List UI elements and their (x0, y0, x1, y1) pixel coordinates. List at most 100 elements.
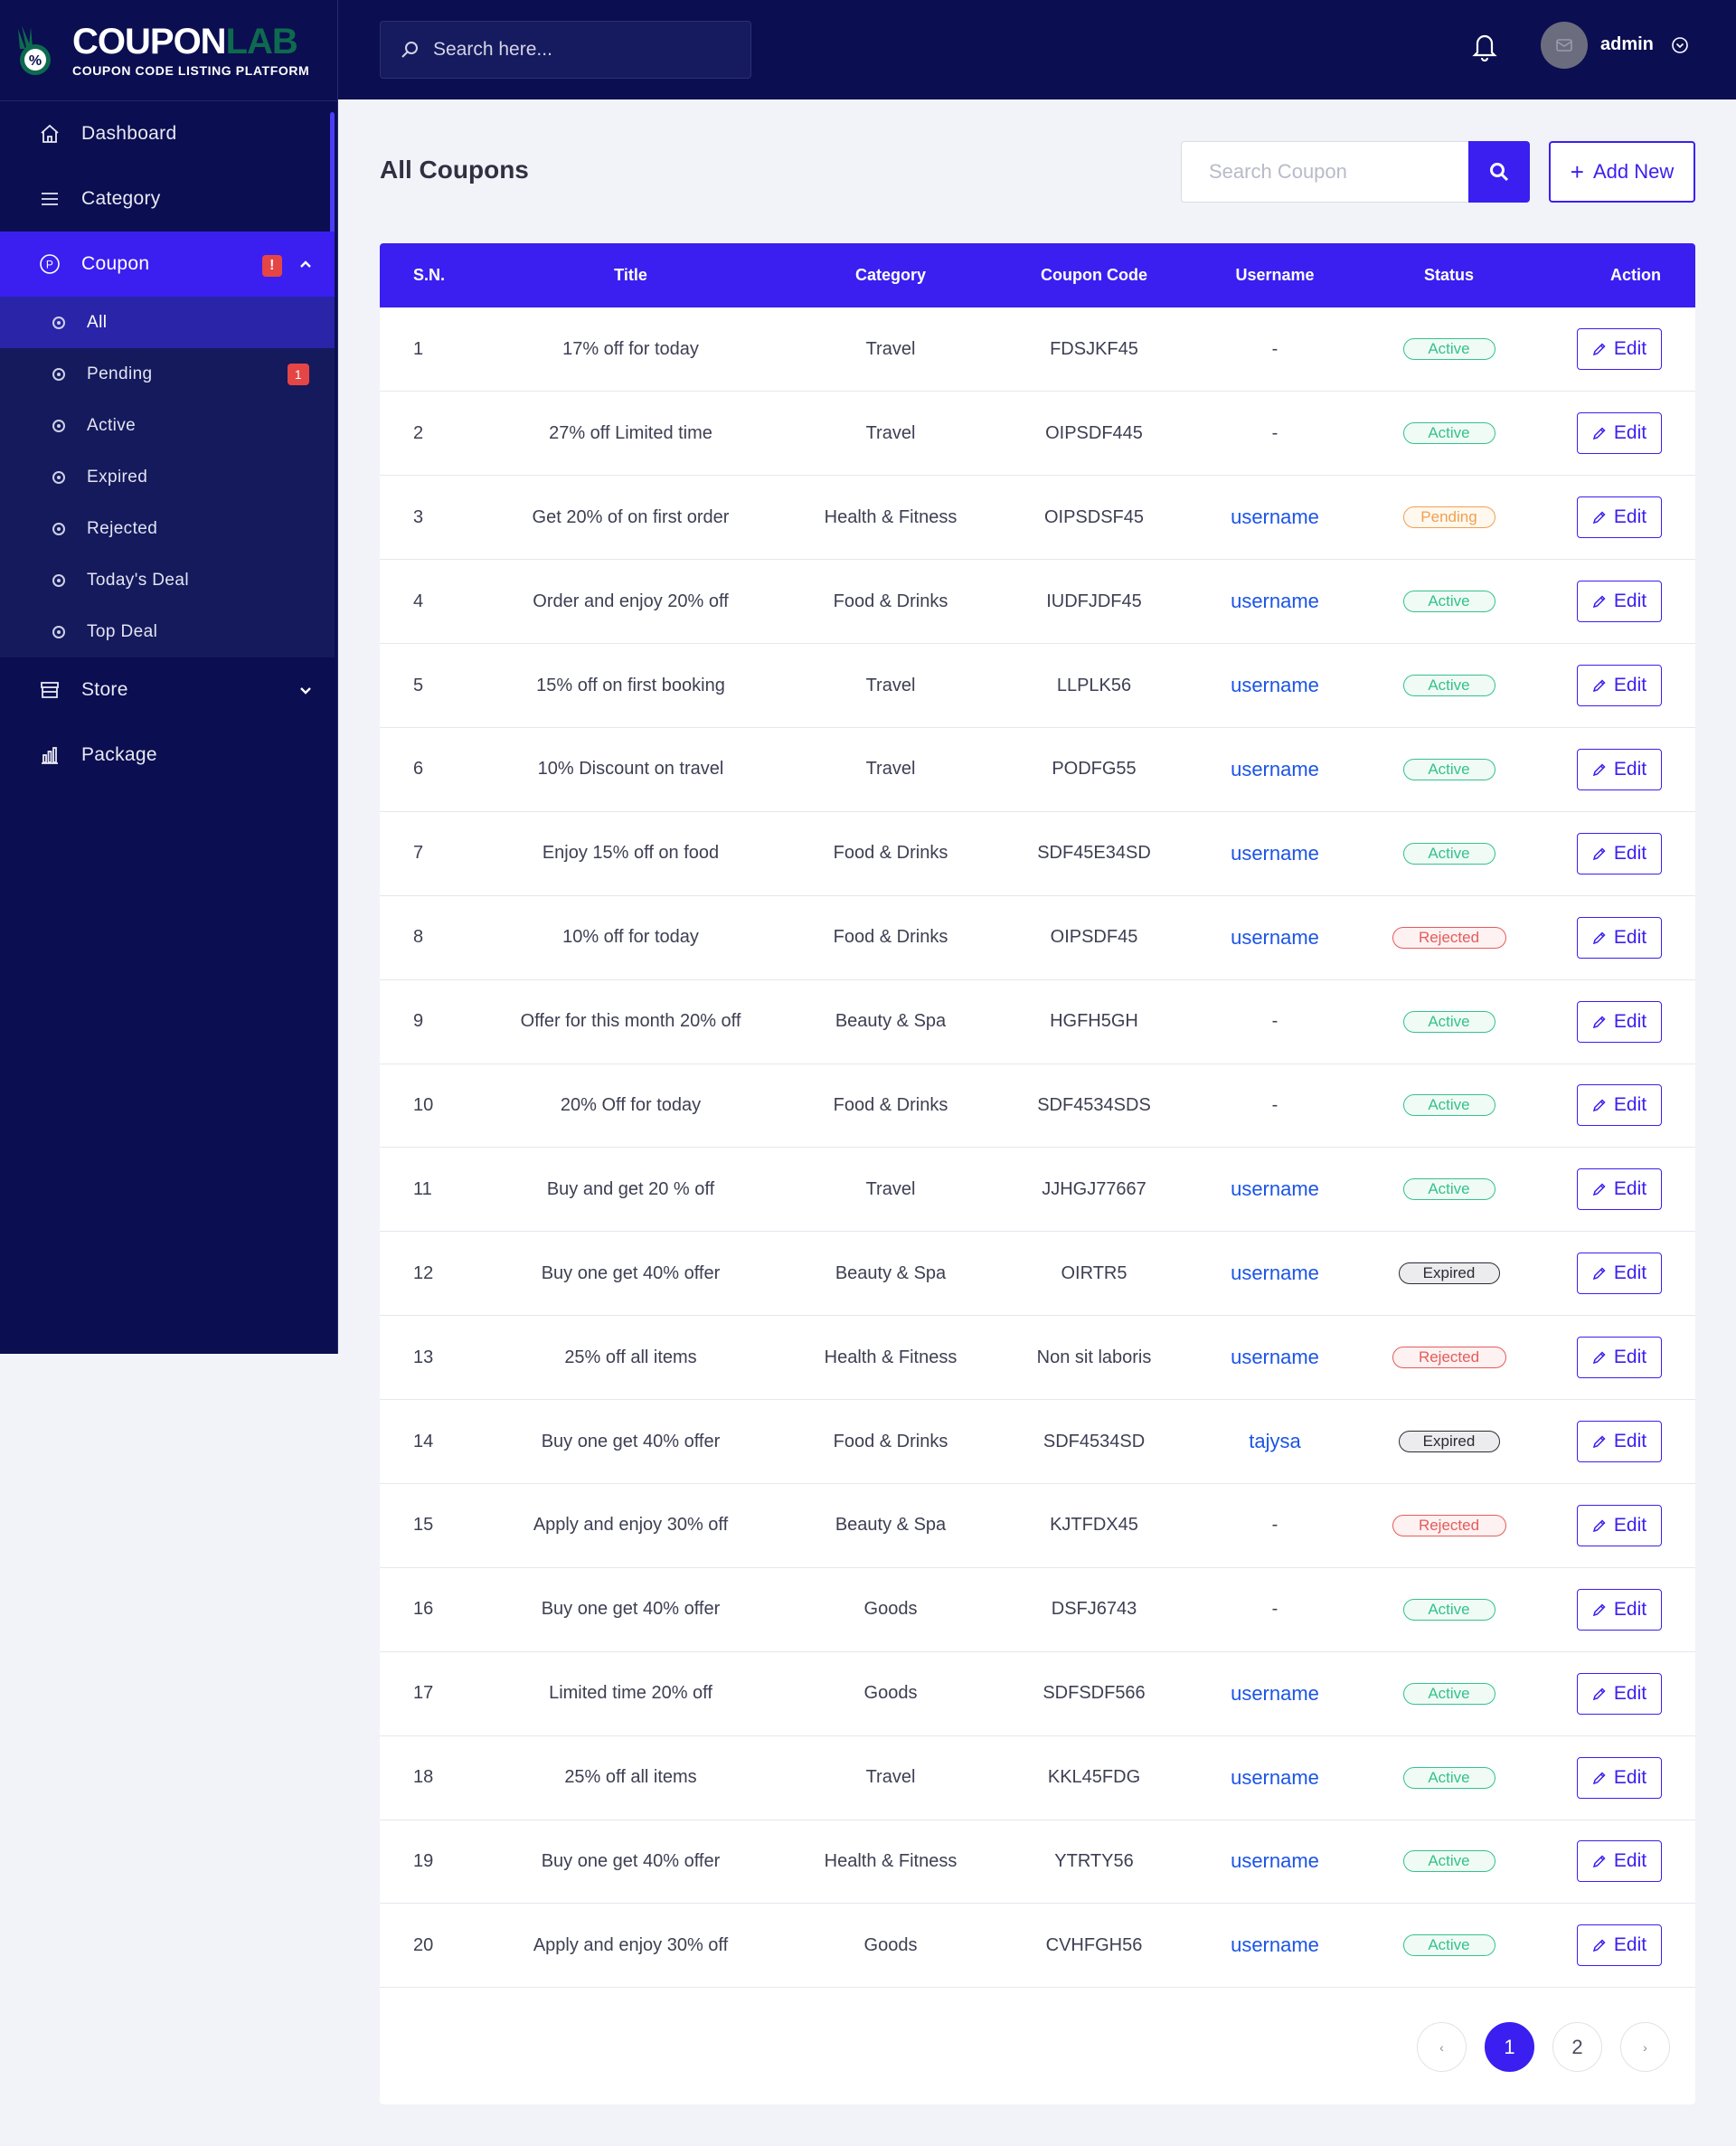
page-2-button[interactable]: 2 (1552, 2022, 1602, 2072)
edit-button[interactable]: Edit (1577, 1672, 1662, 1715)
cell-action: Edit (1537, 1148, 1695, 1232)
sidebar-subitem-expired[interactable]: Expired (0, 451, 335, 503)
column-header[interactable]: Status (1423, 266, 1474, 284)
sidebar-subitem-todays-deal[interactable]: Today's Deal (0, 554, 335, 606)
cell-status: Active (1361, 1820, 1537, 1904)
circle-dot-icon (52, 470, 65, 484)
edit-label: Edit (1613, 1431, 1647, 1452)
sidebar-item-package[interactable]: Package (0, 723, 335, 788)
chevron-down-icon[interactable] (298, 681, 313, 695)
circle-dot-icon (52, 573, 65, 587)
sidebar-subitem-top-deal[interactable]: Top Deal (0, 606, 335, 657)
sidebar-item-coupon[interactable]: P Coupon ! (0, 232, 335, 297)
cell-username[interactable]: username (1231, 925, 1319, 949)
next-page-button[interactable]: › (1620, 2022, 1670, 2072)
table-row: 11 Buy and get 20 % off Travel JJHGJ77667 us… (380, 1148, 1695, 1232)
edit-button[interactable]: Edit (1577, 665, 1662, 706)
column-header[interactable]: Category (854, 266, 927, 284)
cell-username[interactable]: username (1231, 1765, 1319, 1789)
column-header[interactable]: S.N. (413, 266, 446, 284)
sidebar-subitem-all[interactable]: All (0, 297, 335, 348)
global-search-input[interactable] (433, 39, 722, 61)
status-badge: Active (1402, 1850, 1495, 1873)
user-name[interactable]: admin (1600, 34, 1654, 54)
global-search[interactable] (380, 21, 751, 79)
sidebar-subitem-pending[interactable]: Pending 1 (0, 348, 335, 400)
edit-button[interactable]: Edit (1577, 328, 1662, 371)
column-header[interactable]: Coupon Code (1041, 266, 1147, 284)
bell-icon[interactable] (1470, 31, 1499, 62)
cell-username[interactable]: username (1231, 674, 1319, 696)
cell-username[interactable]: username (1231, 1933, 1319, 1957)
cell-sn: 17 (413, 1683, 434, 1704)
edit-button[interactable]: Edit (1577, 1253, 1662, 1295)
edit-button[interactable]: Edit (1577, 1504, 1662, 1546)
cell-sn: 11 (413, 1178, 432, 1199)
cell-sn: 18 (413, 1767, 434, 1788)
sidebar-subitem-active[interactable]: Active (0, 400, 335, 451)
cell-sn: 19 (413, 1850, 434, 1871)
edit-button[interactable]: Edit (1577, 1421, 1662, 1463)
cell-username[interactable]: tajysa (1249, 1430, 1301, 1453)
edit-button[interactable]: Edit (1577, 1337, 1662, 1379)
chevron-up-icon[interactable] (298, 255, 313, 269)
cell-username[interactable]: username (1231, 590, 1319, 613)
cell-sn: 10 (413, 1094, 434, 1115)
cell-username[interactable]: username (1231, 1681, 1319, 1705)
column-header[interactable]: Title (614, 266, 647, 284)
coupon-search-input[interactable] (1181, 141, 1470, 203)
cell-username[interactable]: username (1231, 1177, 1319, 1201)
edit-button[interactable]: Edit (1577, 581, 1662, 623)
edit-button[interactable]: Edit (1577, 1840, 1662, 1883)
cell-username[interactable]: username (1231, 1346, 1319, 1369)
edit-button[interactable]: Edit (1577, 748, 1662, 790)
cell-username[interactable]: username (1231, 506, 1319, 529)
page-1-button[interactable]: 1 (1485, 2022, 1534, 2072)
edit-button[interactable]: Edit (1577, 1084, 1662, 1127)
store-icon (38, 678, 61, 702)
column-header[interactable]: Action (1610, 266, 1661, 284)
edit-button[interactable]: Edit (1577, 1756, 1662, 1799)
cell-username[interactable]: username (1231, 841, 1319, 865)
cell-sn: 14 (413, 1431, 434, 1451)
cell-title: 17% off for today (562, 338, 699, 359)
status-badge: Pending (1402, 506, 1495, 529)
edit-button[interactable]: Edit (1577, 496, 1662, 539)
sidebar-scrollbar[interactable] (330, 112, 335, 271)
avatar[interactable] (1541, 22, 1588, 69)
edit-button[interactable]: Edit (1577, 832, 1662, 874)
cell-title: 25% off all items (564, 1347, 697, 1367)
cell-coupon-code: JJHGJ77667 (1042, 1178, 1146, 1199)
edit-button[interactable]: Edit (1577, 1924, 1662, 1967)
cell-sn: 15 (413, 1515, 434, 1536)
chevron-down-circle-icon[interactable] (1671, 36, 1689, 54)
sidebar-subitem-rejected[interactable]: Rejected (0, 503, 335, 554)
add-new-button[interactable]: + Add New (1549, 141, 1695, 203)
sidebar-item-dashboard[interactable]: Dashboard (0, 101, 335, 166)
status-badge: Active (1402, 1934, 1495, 1957)
sidebar-item-store[interactable]: Store (0, 657, 335, 723)
cell-username[interactable]: username (1231, 757, 1319, 780)
coupon-search-button[interactable] (1468, 141, 1530, 203)
edit-button[interactable]: Edit (1577, 916, 1662, 959)
cell-username[interactable]: username (1231, 1849, 1319, 1873)
cell-username[interactable]: username (1231, 1262, 1319, 1285)
prev-page-button[interactable]: ‹ (1417, 2022, 1467, 2072)
status-badge: Active (1402, 1598, 1495, 1621)
cell-category: Travel (865, 422, 916, 443)
sidebar-item-category[interactable]: Category (0, 166, 335, 232)
edit-label: Edit (1613, 1850, 1647, 1872)
circle-dot-icon (52, 367, 65, 381)
table-row: 10 20% Off for today Food & Drinks SDF4534S… (380, 1064, 1695, 1148)
edit-button[interactable]: Edit (1577, 412, 1662, 455)
cell-category: Goods (863, 1683, 918, 1704)
edit-button[interactable]: Edit (1577, 1588, 1662, 1631)
brand-logo[interactable]: % COUPONLAB COUPON CODE LISTING PLATFORM (0, 0, 337, 101)
sidebar-nav: Dashboard Category P Coupon ! All Pendin… (0, 101, 335, 788)
cell-sn: 2 (413, 422, 424, 443)
edit-button[interactable]: Edit (1577, 1000, 1662, 1043)
edit-label: Edit (1613, 1094, 1647, 1116)
sidebar: % COUPONLAB COUPON CODE LISTING PLATFORM… (0, 0, 338, 1354)
edit-button[interactable]: Edit (1577, 1168, 1662, 1211)
column-header[interactable]: Username (1235, 266, 1315, 284)
